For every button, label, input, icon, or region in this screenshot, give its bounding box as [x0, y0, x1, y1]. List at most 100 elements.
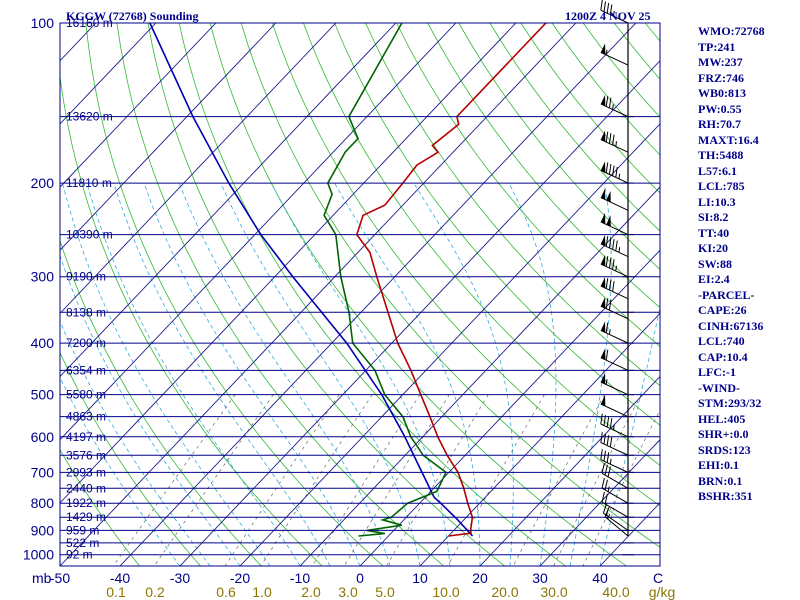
mixing-ratio-line: [312, 394, 421, 566]
observation-time: 1200Z 4 NOV 25: [565, 9, 651, 23]
isotherm: [119, 23, 637, 566]
dry-adiabat: [458, 23, 660, 270]
pressure-tick-label: 800: [31, 495, 55, 511]
temperature-tick-label: 30: [532, 570, 548, 586]
height-label: 9190 m: [66, 270, 106, 284]
pressure-axis-label: mb: [32, 570, 52, 586]
wind-barb: [600, 43, 629, 66]
wind-barb: [600, 276, 629, 300]
celsius-unit-label: C: [653, 570, 663, 586]
isotherm: [479, 375, 660, 566]
height-label: 5580 m: [66, 388, 106, 402]
temperature-tick-label: -20: [230, 570, 250, 586]
mixing-ratio-line: [260, 394, 373, 566]
isotherm: [539, 439, 660, 566]
isotherm: [60, 23, 157, 125]
dry-adiabat: [396, 23, 660, 347]
dry-adiabat: [147, 23, 505, 566]
mixing-ratio-tick-label: 40.0: [602, 584, 629, 600]
height-label: 959 m: [66, 523, 99, 537]
mixing-ratio-line: [153, 394, 274, 566]
wind-barb: [601, 477, 629, 504]
index-line: PW:0.55: [698, 101, 742, 116]
wind-barb: [600, 321, 629, 344]
mixing-ratio-tick-label: 5.0: [375, 584, 395, 600]
dry-adiabat: [334, 23, 660, 426]
height-label: 4863 m: [66, 410, 106, 424]
height-label: 1429 m: [66, 510, 106, 524]
mixing-ratio-line: [113, 394, 236, 566]
index-line: TT:40: [698, 225, 730, 240]
height-label: 13620 m: [66, 110, 113, 124]
wind-barb: [600, 234, 629, 258]
index-line: LCL:740: [698, 334, 745, 348]
index-line: -PARCEL-: [698, 287, 755, 302]
isotherm: [0, 23, 36, 566]
mixing-ratio-tick-label: 0.1: [106, 584, 126, 600]
mixing-ratio-line: [224, 394, 340, 566]
wind-barb: [600, 372, 629, 396]
index-line: RH:70.7: [698, 117, 741, 131]
isotherm: [60, 23, 337, 315]
mixing-ratio-tick-label: 1.0: [252, 584, 272, 600]
moist-adiabat: [86, 182, 301, 566]
isotherm: [299, 186, 660, 566]
height-label: 6354 m: [66, 363, 106, 377]
wind-barb: [600, 254, 629, 278]
mixing-ratio-tick-label: 2.0: [301, 584, 321, 600]
parcel-trace: [149, 23, 474, 537]
mixing-ratio-tick-label: 3.0: [338, 584, 358, 600]
mixing-ratio-tick-label: 20.0: [491, 584, 518, 600]
temperature-tick-label: -30: [170, 570, 190, 586]
temperature-tick-label: 20: [472, 570, 488, 586]
wind-barb: [604, 506, 629, 537]
height-label: 3576 m: [66, 448, 106, 462]
height-label: 1922 m: [66, 496, 106, 510]
isotherm: [60, 23, 517, 504]
wind-barb: [600, 449, 629, 473]
wind-barb: [600, 297, 629, 320]
pressure-tick-label: 900: [31, 522, 55, 538]
pressure-tick-label: 200: [31, 175, 55, 191]
isotherm: [60, 23, 277, 251]
height-label: 2440 m: [66, 481, 106, 495]
index-line: L57:6.1: [698, 163, 737, 178]
mixing-ratio-tick-label: 30.0: [540, 584, 567, 600]
isotherm: [60, 23, 397, 378]
moist-adiabat: [60, 254, 241, 566]
moist-adiabat: [113, 182, 331, 566]
index-line: LCL:785: [698, 179, 745, 193]
dry-adiabat: [271, 23, 660, 507]
dry-adiabat: [60, 351, 201, 566]
pressure-tick-label: 400: [31, 335, 55, 351]
height-label: 522 m: [66, 536, 99, 550]
dry-adiabat: [209, 23, 627, 566]
mixing-ratio-line: [447, 394, 545, 566]
index-line: SHR+:0.0: [698, 427, 749, 441]
index-line: BRN:0.1: [698, 473, 743, 488]
dry-adiabat: [85, 23, 384, 566]
plot-frame: [59, 22, 661, 567]
isotherm: [60, 23, 217, 188]
mixing-ratio-axis-label: g/kg: [649, 584, 675, 600]
index-line: MAXT:16.4: [698, 132, 759, 147]
dry-adiabat: [178, 23, 566, 566]
dry-adiabat: [60, 73, 323, 566]
wind-barb: [600, 212, 629, 236]
moist-adiabat: [271, 182, 451, 566]
index-line: STM:293/32: [698, 396, 762, 410]
pressure-tick-label: 1000: [23, 547, 54, 563]
index-line: LI:10.3: [698, 194, 736, 209]
dry-adiabat: [116, 23, 445, 566]
wind-barb: [600, 432, 629, 456]
index-line: CAPE:26: [698, 303, 747, 317]
pressure-tick-label: 100: [31, 15, 55, 31]
chart-title: KGGW (72768) Sounding: [66, 9, 199, 23]
index-line: FRZ:746: [698, 70, 744, 85]
index-line: LFC:-1: [698, 365, 736, 379]
index-line: CAP:10.4: [698, 349, 748, 364]
height-label: 10390 m: [66, 228, 113, 242]
mixing-ratio-line: [582, 409, 660, 566]
dry-adiabat: [770, 23, 800, 566]
